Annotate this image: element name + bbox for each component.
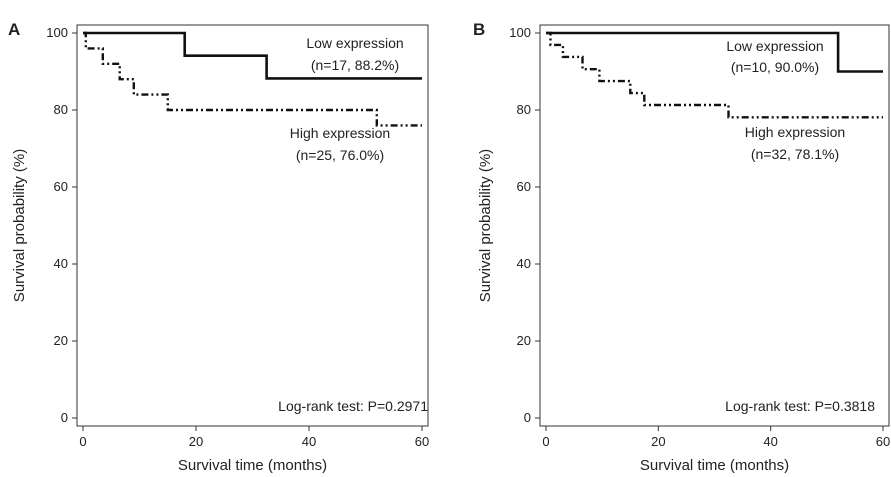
series-label: High expression: [290, 125, 390, 141]
y-tick-label: 40: [54, 256, 68, 271]
y-tick-label: 100: [46, 25, 68, 40]
x-tick-label: 40: [763, 434, 777, 449]
y-tick-label: 100: [509, 25, 531, 40]
high-expression-curve: [83, 31, 422, 127]
series-label: Low expression: [306, 35, 403, 51]
series-label: High expression: [745, 124, 845, 140]
series-label: Low expression: [726, 38, 823, 54]
series-label: (n=25, 76.0%): [296, 147, 384, 163]
y-tick-label: 0: [61, 410, 68, 425]
y-tick-label: 60: [54, 179, 68, 194]
panel-letter: A: [8, 20, 20, 39]
low-expression-curve: [546, 31, 883, 73]
x-tick-label: 20: [189, 434, 203, 449]
plot-frame: [539, 24, 890, 427]
y-tick-label: 40: [517, 256, 531, 271]
low-expression-curve: [83, 31, 422, 80]
series-label: (n=32, 78.1%): [751, 146, 839, 162]
y-axis-title: Survival probability (%): [11, 149, 28, 302]
chart-panel-a: A 0 20 40 60 80 100 0 20 40 60 Survival time (month…: [8, 20, 429, 474]
log-rank-annotation: Log-rank test: P=0.2971: [278, 398, 428, 414]
series-label: (n=10, 90.0%): [731, 59, 819, 75]
y-tick-label: 20: [54, 333, 68, 348]
series-label: (n=17, 88.2%): [311, 57, 399, 73]
y-tick-label: 60: [517, 179, 531, 194]
x-tick-label: 40: [302, 434, 316, 449]
x-axis-title: Survival time (months): [640, 457, 789, 474]
y-tick-label: 0: [524, 410, 531, 425]
y-tick-label: 20: [517, 333, 531, 348]
panel-letter: B: [473, 20, 485, 39]
y-axis-title: Survival probability (%): [477, 149, 494, 302]
x-tick-label: 60: [876, 434, 890, 449]
plot-frame: [76, 24, 429, 427]
x-axis-title: Survival time (months): [178, 457, 327, 474]
x-tick-label: 20: [651, 434, 665, 449]
high-expression-curve: [546, 31, 883, 119]
y-tick-label: 80: [517, 102, 531, 117]
x-tick-label: 0: [542, 434, 549, 449]
log-rank-annotation: Log-rank test: P=0.3818: [725, 398, 875, 414]
x-tick-label: 0: [79, 434, 86, 449]
chart-panel-b: B 0 20 40 60 80 100 0 20 40 60 Survival time (month…: [473, 20, 890, 474]
y-tick-label: 80: [54, 102, 68, 117]
x-tick-label: 60: [415, 434, 429, 449]
